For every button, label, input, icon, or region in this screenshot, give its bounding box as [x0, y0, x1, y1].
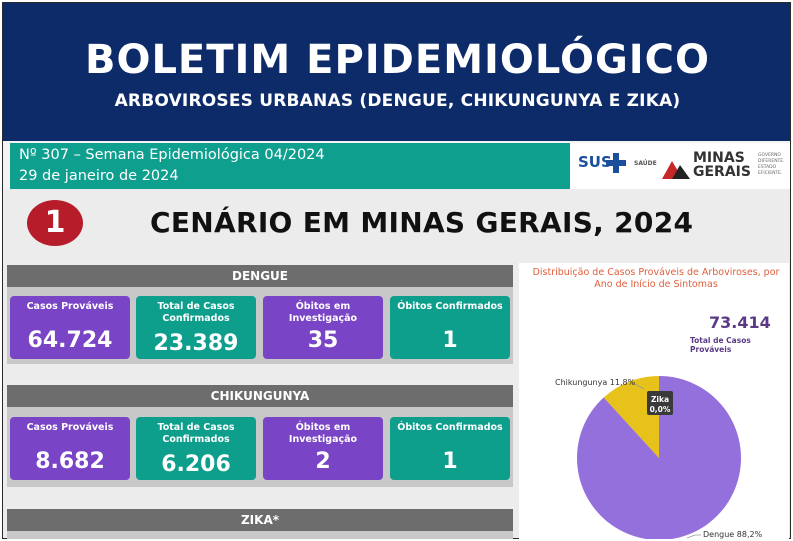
pie-label-dengue: Dengue 88,2%: [703, 530, 763, 539]
sus-logo-text: SUS: [578, 153, 612, 171]
dengue-deaths-investigation-card: Óbitos em Investigação 35: [263, 296, 383, 359]
minas-gerais-logo-icon: [662, 161, 690, 179]
chikungunya-panel: Casos Prováveis 8.682 Total de Casos Con…: [7, 407, 513, 487]
pie-label-zika-name: Zika: [651, 395, 669, 404]
dengue-leader-line: [686, 534, 701, 539]
chikungunya-probable-cases-card: Casos Prováveis 8.682: [10, 417, 130, 480]
zika-section-header: ZIKA*: [7, 509, 513, 531]
zika-label-box: [647, 391, 673, 415]
sus-cross-icon: [606, 153, 626, 173]
pie-label-zika-pct: 0,0%: [650, 405, 671, 414]
minas-gerais-logo-text: MINAS GERAIS: [693, 150, 751, 180]
header-banner: BOLETIM EPIDEMIOLÓGICO ARBOVIROSES URBAN…: [3, 3, 790, 141]
total-probable-cases-value: 73.414: [709, 313, 771, 332]
dengue-deaths-confirmed-card: Óbitos Confirmados 1: [390, 296, 510, 359]
arbovirus-distribution-chart: Distribuição de Casos Prováveis de Arbov…: [519, 263, 789, 539]
government-slogan: GOVERNO DIFERENTE. ESTADO EFICIENTE.: [758, 153, 785, 176]
logos-area: SUS SAÚDE MINAS GERAIS GOVERNO DIFERENTE…: [570, 143, 790, 189]
chikungunya-leader-line: [630, 382, 645, 390]
dengue-confirmed-cases-card: Total de Casos Confirmados 23.389: [136, 296, 256, 359]
saude-label: SAÚDE: [634, 160, 657, 167]
pie-label-chikungunya: Chikungunya 11,8%: [555, 378, 636, 387]
chikungunya-deaths-investigation-card: Óbitos em Investigação 2: [263, 417, 383, 480]
edition-number: Nº 307 – Semana Epidemiológica 04/2024: [19, 147, 325, 163]
dengue-section-header: DENGUE: [7, 265, 513, 287]
zika-panel: [7, 531, 513, 539]
chart-title: Distribuição de Casos Prováveis de Arbov…: [532, 267, 780, 290]
pie-slice-chikungunya: [603, 376, 659, 458]
chikungunya-confirmed-cases-card: Total de Casos Confirmados 6.206: [136, 417, 256, 480]
section-number-badge: 1: [27, 200, 83, 246]
bulletin-title: BOLETIM EPIDEMIOLÓGICO: [84, 37, 711, 83]
pie-slice-dengue: [577, 376, 741, 539]
dengue-probable-cases-card: Casos Prováveis 64.724: [10, 296, 130, 359]
bulletin-subtitle: ARBOVIROSES URBANAS (DENGUE, CHIKUNGUNYA…: [114, 91, 681, 111]
chikungunya-deaths-confirmed-card: Óbitos Confirmados 1: [390, 417, 510, 480]
edition-info-bar: Nº 307 – Semana Epidemiológica 04/2024 2…: [10, 143, 570, 189]
scenario-title: CENÁRIO EM MINAS GERAIS, 2024: [150, 206, 694, 239]
total-probable-cases-label: Total de Casos Prováveis: [690, 336, 751, 354]
edition-date: 29 de janeiro de 2024: [19, 168, 179, 184]
dengue-panel: Casos Prováveis 64.724 Total de Casos Co…: [7, 287, 513, 364]
chikungunya-section-header: CHIKUNGUNYA: [7, 385, 513, 407]
